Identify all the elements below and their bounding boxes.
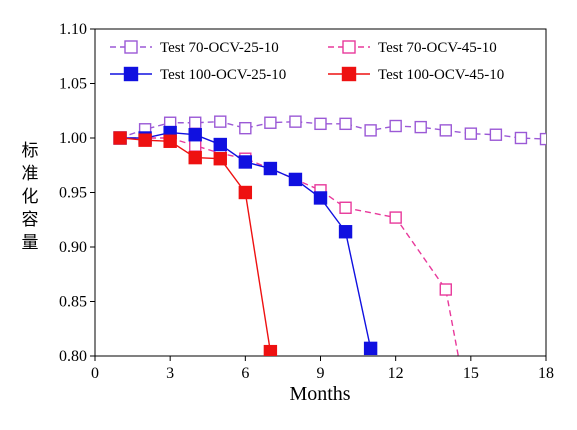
y-tick-label: 0.95: [59, 185, 87, 202]
data-point: [414, 120, 427, 134]
data-point: [189, 116, 202, 129]
y-tick-label: 0.80: [59, 348, 87, 365]
data-point: [189, 139, 202, 152]
legend-item-1: Test 70-OCV-45-10: [328, 40, 497, 56]
x-tick-label: 6: [241, 365, 249, 382]
x-tick-label: 9: [317, 365, 325, 382]
data-point: [439, 124, 452, 137]
data-point: [364, 124, 377, 137]
data-point: [263, 344, 278, 356]
x-axis-title: Months: [289, 383, 350, 405]
series-line: [119, 120, 546, 140]
series-1: [113, 131, 459, 356]
y-tick-label: 0.85: [59, 294, 87, 311]
x-tick-label: 15: [463, 365, 479, 382]
data-point: [514, 131, 528, 145]
data-point: [389, 119, 402, 133]
y-axis-title-text: 标准化容量: [22, 141, 39, 253]
legend: Test 70-OCV-25-10 Test 70-OCV-45-10 Test 1…: [110, 40, 504, 83]
data-point: [238, 155, 253, 169]
data-point: [363, 341, 378, 356]
data-point: [113, 131, 127, 145]
data-point: [339, 117, 352, 131]
data-point: [339, 201, 352, 214]
data-point: [314, 117, 327, 131]
series-line: [119, 137, 272, 352]
legend-label: Test 100-OCV-45-10: [378, 67, 504, 83]
data-point: [389, 211, 402, 224]
legend-marker: [124, 40, 138, 54]
x-tick-label: 12: [388, 365, 404, 382]
data-point: [214, 115, 227, 128]
data-point: [313, 191, 328, 205]
y-tick-label: 1.00: [59, 130, 87, 147]
legend-marker: [341, 66, 357, 82]
legend-marker: [342, 40, 356, 54]
data-point: [213, 137, 227, 152]
legend-item-0: Test 70-OCV-25-10: [110, 40, 279, 56]
data-point: [338, 225, 353, 239]
legend-label: Test 70-OCV-25-10: [160, 40, 279, 56]
legend-label: Test 70-OCV-45-10: [378, 40, 497, 56]
series-line: [120, 137, 459, 356]
series-layer: [113, 115, 546, 356]
data-point: [213, 152, 227, 166]
ticks: 0 3 6 9 12 15 18 0.80 0.85 0.90 0.95 1.00 1.05 1.10: [59, 21, 554, 382]
data-point: [188, 128, 202, 142]
data-point: [238, 185, 253, 200]
x-tick-label: 18: [538, 365, 554, 382]
y-tick-label: 0.90: [59, 239, 87, 256]
data-point: [439, 283, 452, 296]
data-point: [264, 116, 277, 129]
data-point: [138, 133, 152, 147]
data-point: [539, 132, 546, 146]
series-2: [113, 125, 378, 356]
series-3: [113, 131, 278, 356]
y-tick-label: 1.10: [59, 21, 87, 38]
legend-item-2: Test 100-OCV-25-10: [110, 66, 286, 83]
legend-marker: [123, 66, 139, 82]
data-point: [239, 121, 252, 135]
legend-item-3: Test 100-OCV-45-10: [328, 66, 504, 83]
data-point: [263, 161, 278, 176]
legend-label: Test 100-OCV-25-10: [160, 67, 286, 83]
x-tick-label: 0: [91, 365, 99, 382]
data-point: [188, 150, 202, 165]
data-point: [464, 127, 478, 140]
data-point: [163, 134, 177, 148]
x-tick-label: 3: [166, 365, 174, 382]
y-axis-title: 标准化容量: [22, 141, 39, 253]
y-tick-label: 1.05: [59, 76, 87, 93]
data-point: [288, 172, 303, 187]
data-point: [489, 128, 503, 141]
data-point: [289, 115, 302, 128]
